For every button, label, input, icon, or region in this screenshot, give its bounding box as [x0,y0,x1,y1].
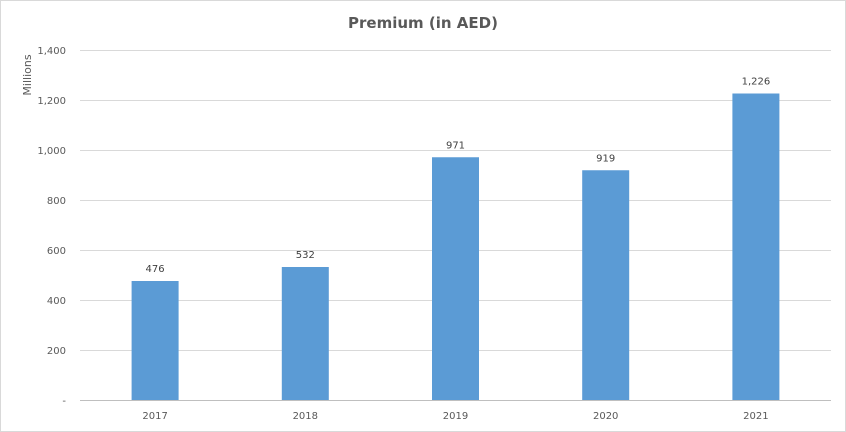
data-label: 532 [296,250,315,261]
data-label: 971 [446,140,465,151]
y-tick-label: 400 [47,296,66,307]
y-axis-ticks: - 200 400 600 800 1,000 1,200 1,400 [37,46,66,407]
x-tick-label: 2019 [443,411,468,422]
data-labels: 476 532 971 919 1,226 [146,77,771,276]
bar [432,157,479,400]
bars [131,93,780,400]
x-tick-label: 2018 [293,411,318,422]
y-tick-label: 1,200 [37,96,66,107]
bar [732,93,780,400]
y-tick-label: 600 [47,246,66,257]
x-tick-label: 2017 [142,411,167,422]
y-tick-label: - [62,396,66,407]
y-tick-label: 1,000 [37,146,66,157]
bar [582,170,630,400]
bar [281,267,329,400]
bar [131,281,179,400]
x-tick-label: 2021 [743,411,768,422]
chart-title: Premium (in AED) [348,14,498,32]
y-axis-unit-label: Millions [21,54,34,95]
data-label: 919 [596,153,615,164]
x-axis-categories: 2017 2018 2019 2020 2021 [142,411,768,422]
data-label: 1,226 [742,77,771,88]
y-tick-label: 200 [47,346,66,357]
y-tick-label: 800 [47,196,66,207]
y-tick-label: 1,400 [37,46,66,57]
x-tick-label: 2020 [593,411,618,422]
data-label: 476 [146,264,165,275]
